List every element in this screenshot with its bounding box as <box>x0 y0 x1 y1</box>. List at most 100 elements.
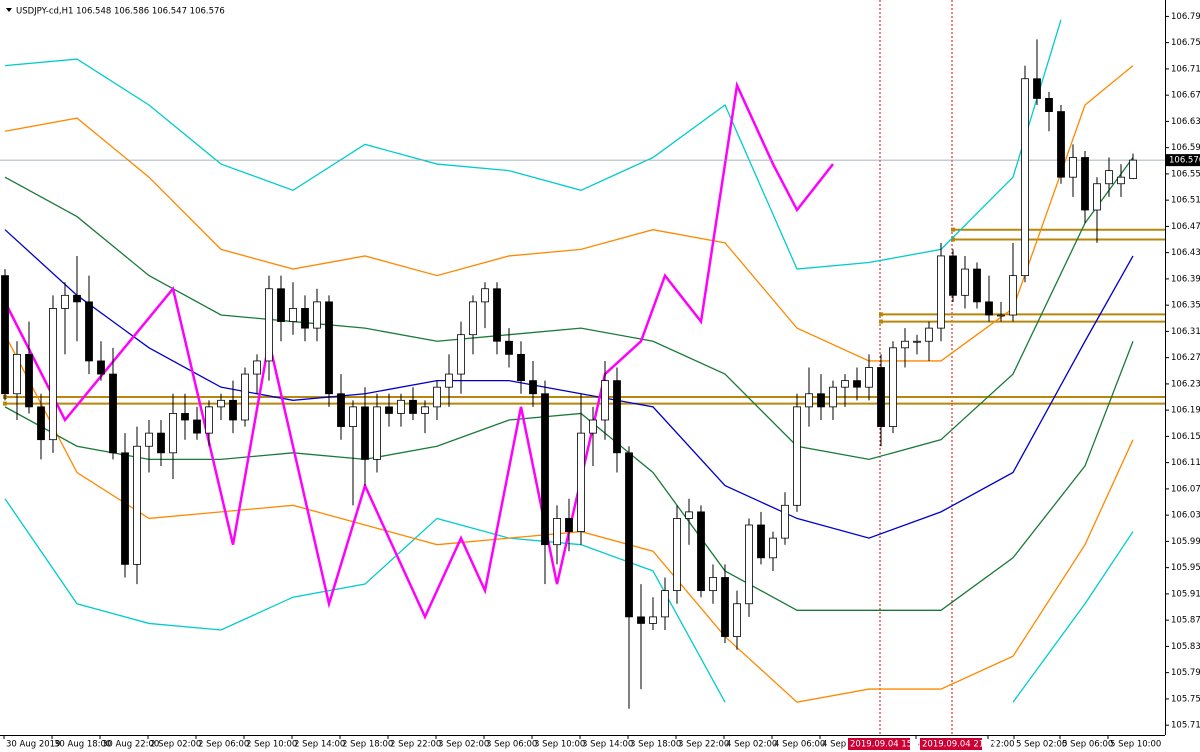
candle-body <box>97 360 105 375</box>
candle-body <box>289 308 297 322</box>
y-tick-label: 105.875 <box>1171 616 1200 626</box>
candle-body <box>457 334 465 375</box>
candle-body <box>721 577 729 637</box>
candle-body <box>661 590 669 618</box>
y-tick-label: 106.795 <box>1171 12 1200 22</box>
candle-body <box>25 353 33 408</box>
candle-body <box>985 301 993 316</box>
y-tick-label: 105.915 <box>1171 589 1200 599</box>
x-tick-label: 4 Sep 06:00 <box>774 740 825 750</box>
y-tick-label: 105.755 <box>1171 694 1200 704</box>
candle-body <box>253 360 261 375</box>
x-tick-label: 2 Sep 22:00 <box>390 740 441 750</box>
candle-body <box>217 399 225 408</box>
y-tick-label: 106.355 <box>1171 301 1200 311</box>
candle-body <box>781 504 789 539</box>
marker-label: 2019.09.04 15:00 <box>850 740 926 750</box>
y-tick-label: 106.595 <box>1171 143 1200 153</box>
x-tick-label: 30 Aug 18:00 <box>54 740 111 750</box>
x-tick-label: 5 Sep 06:00 <box>1062 740 1113 750</box>
candle-body <box>277 288 285 322</box>
candle-body <box>421 406 429 414</box>
candle-body <box>817 393 825 408</box>
level-handle <box>951 227 955 232</box>
x-tick-label: 2 Sep 02:00 <box>150 740 201 750</box>
candle-body <box>73 294 81 303</box>
candle-body <box>769 537 777 559</box>
last-price-label: 106.576 <box>1169 156 1200 166</box>
candle-body <box>469 301 477 336</box>
y-tick-label: 106.035 <box>1171 511 1200 521</box>
candle-body <box>133 445 141 565</box>
y-tick-label: 106.675 <box>1171 91 1200 101</box>
candle-body <box>877 367 885 427</box>
x-tick-label: 3 Sep 22:00 <box>678 740 729 750</box>
y-tick-label: 106.315 <box>1171 327 1200 337</box>
candle-body <box>505 340 513 355</box>
y-tick-label: 106.635 <box>1171 117 1200 127</box>
candle-body <box>373 406 381 460</box>
candle-body <box>13 353 21 395</box>
candle-body <box>1105 170 1113 185</box>
candle-body <box>157 432 165 454</box>
candle-body <box>649 616 657 624</box>
candle-body <box>685 511 693 519</box>
y-tick-label: 105.955 <box>1171 563 1200 573</box>
candle-body <box>85 301 93 362</box>
candle-body <box>613 380 621 454</box>
marker-label-bg <box>848 738 910 750</box>
candle-body <box>349 406 357 427</box>
candle-body <box>889 347 897 427</box>
candle-body <box>949 255 957 296</box>
x-tick-label: 2 Sep 14:00 <box>294 740 345 750</box>
y-tick-label: 105.835 <box>1171 642 1200 652</box>
indicator-line <box>4 65 1134 362</box>
candle-body <box>205 406 213 434</box>
candle-body <box>181 413 189 421</box>
y-tick-label: 105.995 <box>1171 537 1200 547</box>
y-tick-label: 106.755 <box>1171 38 1200 48</box>
y-tick-label: 106.235 <box>1171 379 1200 389</box>
indicator-line <box>4 19 1062 270</box>
candle-body <box>865 367 873 388</box>
candle-body <box>913 340 921 343</box>
candle-body <box>517 353 525 382</box>
candle-body <box>1093 183 1101 211</box>
candle-body <box>433 386 441 408</box>
candle-body <box>709 577 717 592</box>
last-price-bg <box>1165 154 1200 167</box>
candle-body <box>745 524 753 605</box>
level-handle <box>3 401 7 406</box>
candle-body <box>325 301 333 395</box>
level-handle <box>951 237 955 242</box>
candle-body <box>841 380 849 388</box>
y-tick-label: 106.075 <box>1171 484 1200 494</box>
candle-body <box>805 393 813 408</box>
x-tick-label: 5 Sep 10:00 <box>1110 740 1161 750</box>
y-tick-label: 106.475 <box>1171 222 1200 232</box>
candle-body <box>37 406 45 441</box>
marker-label-bg <box>920 738 982 750</box>
candle-body <box>529 380 537 395</box>
x-tick-label: 30 Aug 2019 <box>6 740 60 750</box>
candle-body <box>241 373 249 421</box>
candle-body <box>973 268 981 303</box>
candle-body <box>793 406 801 506</box>
candle-body <box>313 301 321 329</box>
candle-body <box>361 406 369 460</box>
candle-body <box>1117 176 1125 185</box>
x-tick-label: 2 Sep 18:00 <box>342 740 393 750</box>
candle-body <box>265 288 273 362</box>
x-tick-label: 3 Sep 10:00 <box>534 740 585 750</box>
y-tick-label: 105.795 <box>1171 668 1200 678</box>
candle-body <box>937 255 945 329</box>
candle-body <box>961 268 969 296</box>
candle-body <box>625 452 633 618</box>
candle-body <box>553 518 561 546</box>
candle-body <box>757 524 765 559</box>
candle-body <box>589 419 597 434</box>
candle-body <box>637 616 645 624</box>
candle-body <box>109 373 117 454</box>
y-tick-label: 106.275 <box>1171 353 1200 363</box>
